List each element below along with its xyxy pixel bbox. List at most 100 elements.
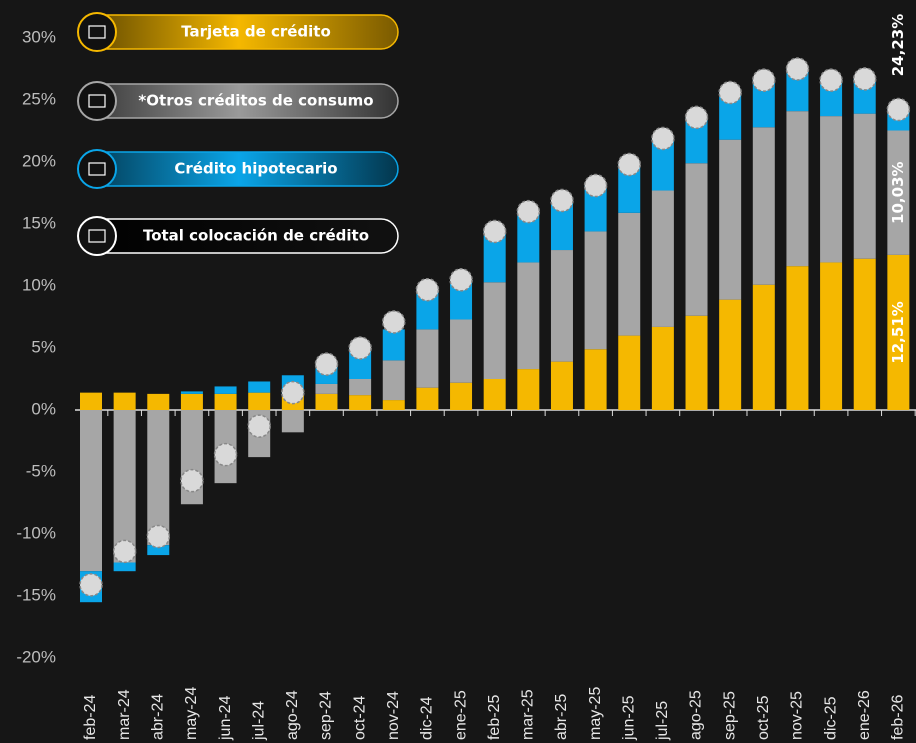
x-tick-label: may-25 [587,687,604,740]
legend-label: Crédito hipotecario [174,160,337,178]
legend-item: Crédito hipotecario [77,149,399,189]
bar-segment [382,400,405,410]
total-marker [281,380,305,405]
icon-shape [88,94,106,108]
y-tick-label: 30% [22,27,56,46]
total-marker [112,539,137,564]
total-marker [684,105,709,130]
legend-icon [77,12,117,52]
value-label: 24,23% [889,14,907,76]
x-tick-label: sep-24 [318,691,335,740]
bar-segment [853,258,876,410]
total-marker [752,68,776,92]
x-tick-label: nov-25 [789,691,806,740]
bar-segment [719,299,742,410]
bar-segment [618,212,641,336]
x-tick-label: jul-24 [250,701,267,741]
y-tick-label: 25% [22,89,56,108]
y-tick-label: 5% [31,337,56,356]
x-tick-label: may-24 [183,687,200,740]
bar-segment [483,379,506,410]
icon-shape [88,25,106,39]
legend-icon [77,216,117,256]
bar-segment [550,200,573,251]
bar-segment [80,410,102,572]
bar-segment [651,138,674,191]
bar-segment [752,284,775,410]
bar-segment [416,329,439,388]
bar-segment [719,92,742,140]
bar-segment [113,562,136,572]
bar-segment [786,111,809,267]
bar-segment [517,262,540,370]
bar-segment [113,392,136,410]
legend-icon [77,149,117,189]
x-tick-label: jun-24 [217,695,234,741]
bar-segment [887,130,910,255]
total-marker [314,352,339,376]
bar-segment [550,250,573,362]
bar-segment [887,254,910,410]
total-marker [886,97,911,122]
bar-segment [685,117,708,164]
value-label: 10,03% [889,161,907,223]
total-marker [583,173,608,198]
bar-segment [752,80,775,128]
icon-shape [88,162,106,176]
legend-item: *Otros créditos de consumo [77,81,399,121]
legend-label: Total colocación de crédito [143,227,369,245]
total-marker [146,524,171,549]
bar-segment [113,410,136,563]
bar-segment [584,185,607,232]
x-tick-label: mar-25 [520,689,537,740]
bar-segment [618,164,641,213]
bar-segment [517,211,540,263]
bar-segment [248,392,271,410]
bar-segment [483,282,506,379]
x-tick-label: dic-24 [419,696,436,740]
y-tick-label: -10% [16,523,56,542]
bar-segment [853,113,876,259]
x-tick-label: abr-24 [149,694,166,740]
bar-segment [483,231,506,283]
x-tick-label: feb-24 [82,695,99,740]
x-tick-label: jun-25 [620,695,637,741]
x-tick-label: oct-24 [351,695,368,740]
y-tick-label: 0% [31,399,56,418]
total-marker [79,573,103,597]
bar-segment [651,326,674,410]
x-tick-label: nov-24 [385,691,402,740]
bar-segment [180,391,203,394]
bar-segment [651,190,674,327]
x-tick-label: abr-25 [553,694,570,740]
x-tick-label: sep-25 [721,691,738,740]
bar-segment [214,393,237,410]
x-tick-label: oct-25 [755,695,772,740]
x-tick-label: mar-24 [116,689,133,740]
legend-item: Total colocación de crédito [77,216,399,256]
bar-segment [820,262,843,410]
total-marker [516,199,541,224]
x-tick-label: jul-25 [654,701,671,741]
bar-segment [450,319,473,383]
y-tick-label: 10% [22,275,56,294]
value-label: 12,51% [889,301,907,363]
bar-segment [450,382,473,410]
y-tick-label: 15% [22,213,56,232]
bar-segment [315,393,338,410]
x-tick-label: feb-25 [486,695,503,740]
bar-segment [550,361,573,410]
bar-segment [382,360,405,401]
total-marker [415,277,440,302]
total-marker [482,219,507,244]
y-tick-label: -5% [26,461,56,480]
bar-segment [719,139,742,300]
total-marker [213,442,238,467]
x-tick-label: feb-26 [890,695,907,740]
x-tick-label: ene-25 [452,690,469,740]
total-marker [785,57,810,81]
y-tick-label: 20% [22,151,56,170]
x-tick-label: ago-24 [284,690,301,740]
bar-segment [517,369,540,410]
